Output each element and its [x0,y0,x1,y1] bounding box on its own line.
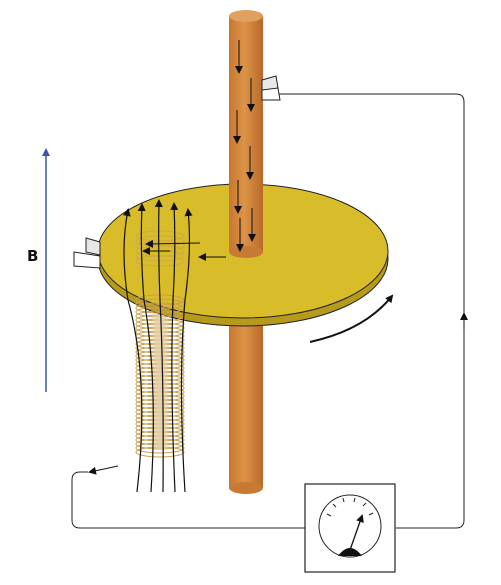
coil-loop [135,386,185,398]
rotation-arrow-icon [309,294,394,343]
axle-lower [229,310,263,494]
galvanometer-icon [304,483,396,573]
coil [135,230,185,458]
coil-loop [135,362,185,374]
brush-contact-icon [261,75,281,101]
coil-loop [135,402,185,414]
coil-loop [135,430,185,442]
field-label: B [27,247,38,265]
copper-disk [97,183,389,327]
radial-current-arrows [142,239,226,261]
brush-contact-icon [73,237,101,269]
coil-loop [135,366,185,378]
axle-upper [229,10,263,258]
coil-loop [135,342,185,354]
coil-loop [135,326,185,338]
coil-loop [135,346,185,358]
coil-loop [135,370,185,382]
coil-loop [135,446,185,458]
coil-loop [135,426,185,438]
circuit-wire [71,93,465,529]
coil-loop [135,442,185,454]
coil-loop [135,422,185,434]
coil-loop [135,318,185,330]
coil-loop [135,322,185,334]
coil-loop [135,378,185,390]
coil-loop [135,398,185,410]
coil-loop [135,374,185,386]
coil-loop [135,434,185,446]
coil-loop [135,338,185,350]
coil-loop [135,350,185,362]
coil-loop [135,394,185,406]
coil-loop [135,410,185,422]
field-lines [122,199,193,493]
coil-loop [135,390,185,402]
axle-current-arrows [233,40,256,252]
coil-loop [135,406,185,418]
coil-loop [135,414,185,426]
coil-loop [135,255,185,267]
coil-loop [135,418,185,430]
coil-loop [135,438,185,450]
coil-loop [135,354,185,366]
coil-loop [135,382,185,394]
coil-loop [135,358,185,370]
current-arrow-icon [88,465,119,475]
